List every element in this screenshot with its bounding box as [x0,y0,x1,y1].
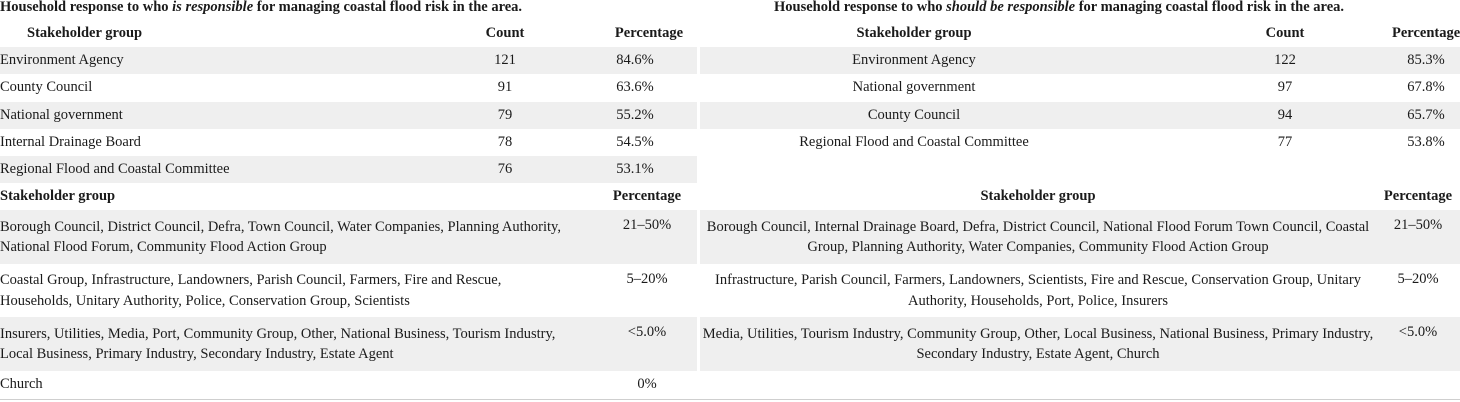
group-cell: County Council [700,101,1128,129]
table-row: Environment Agency 121 84.6% [0,47,697,75]
table-row: Regional Flood and Coastal Committee 76 … [0,156,697,184]
header-row: Stakeholder group Count Percentage [700,20,1460,47]
group-cell: Regional Flood and Coastal Committee [0,156,437,184]
percent-cell: 54.5% [616,134,654,151]
group-cell: Regional Flood and Coastal Committee [799,134,1029,151]
count-cell: 94 [1128,101,1392,129]
column-header: Stakeholder group [0,188,116,205]
right-panel: Household response to who should be resp… [700,0,1460,371]
count-cell: 91 [497,79,513,96]
table-row: Insurers, Utilities, Media, Port, Commun… [0,317,697,371]
group-cell: Borough Council, District Council, Defra… [0,210,597,264]
percent-cell: 63.6% [616,79,654,96]
group-cell: Infrastructure, Parish Council, Farmers,… [715,272,1361,309]
left-panel: Household response to who is responsible… [0,0,697,398]
percent-cell: 67.8% [1407,79,1445,96]
percent-cell: 84.6% [573,47,697,75]
table-row: Media, Utilities, Tourism Industry, Comm… [700,317,1460,371]
count-cell: 97 [1277,79,1293,96]
group-cell: County Council [0,79,93,96]
header-row: Stakeholder group Percentage [0,183,697,210]
table-row: Church 0% [0,371,697,398]
group-cell: National government [852,79,976,96]
group-cell: Environment Agency [0,47,437,75]
count-cell: 121 [437,47,573,75]
count-cell: 76 [437,156,573,184]
group-cell: Insurers, Utilities, Media, Port, Commun… [0,317,597,371]
percent-cell: 21–50% [1376,210,1460,264]
column-header: Count [1265,25,1305,41]
percent-cell: 55.2% [573,101,697,129]
table-row: Internal Drainage Board 78 54.5% [0,129,697,156]
column-header: Count [485,25,525,41]
group-cell: Church [0,375,43,392]
column-header: Stakeholder group [27,25,143,41]
percent-cell: 85.3% [1392,47,1460,75]
left-count-table: Stakeholder group Count Percentage Envir… [0,20,697,184]
left-table-title: Household response to who is responsible… [0,0,523,15]
count-cell: 78 [497,134,513,151]
table-row: Coastal Group, Infrastructure, Landowner… [0,264,697,318]
percent-cell: 5–20% [626,270,668,287]
percent-cell: <5.0% [597,317,697,371]
header-row: Stakeholder group Percentage [700,183,1460,210]
column-header: Percentage [1392,25,1460,41]
bottom-divider [0,399,1460,400]
group-cell: Borough Council, Internal Drainage Board… [700,210,1376,264]
table-row: Regional Flood and Coastal Committee 77 … [700,129,1460,156]
group-cell: Coastal Group, Infrastructure, Landowner… [0,272,502,309]
table-row: Borough Council, District Council, Defra… [0,210,697,264]
right-count-table: Stakeholder group Count Percentage Envir… [700,20,1460,183]
left-range-table: Stakeholder group Percentage Borough Cou… [0,183,697,398]
table-row: National government 79 55.2% [0,101,697,129]
column-header: Stakeholder group [980,188,1096,205]
column-header: Percentage [612,188,682,205]
percent-cell: 0% [637,375,657,392]
percent-cell: 65.7% [1392,101,1460,129]
table-row: County Council 94 65.7% [700,101,1460,129]
table-row: Borough Council, Internal Drainage Board… [700,210,1460,264]
count-cell: 77 [1277,134,1293,151]
percent-cell: 53.1% [573,156,697,184]
column-header: Stakeholder group [856,25,972,41]
table-row: Infrastructure, Parish Council, Farmers,… [700,264,1460,318]
percent-cell: <5.0% [1376,317,1460,371]
percent-cell: 53.8% [1407,134,1445,151]
spacer-row [700,156,1460,183]
table-row: Environment Agency 122 85.3% [700,47,1460,75]
count-cell: 79 [437,101,573,129]
group-cell: Internal Drainage Board [0,134,141,151]
percent-cell: 21–50% [597,210,697,264]
right-range-table: Stakeholder group Percentage Borough Cou… [700,183,1460,371]
table-row: National government 97 67.8% [700,74,1460,101]
header-row: Stakeholder group Count Percentage [0,20,697,47]
group-cell: Media, Utilities, Tourism Industry, Comm… [700,317,1376,371]
column-header: Percentage [614,25,684,41]
right-table-title: Household response to who should be resp… [774,0,1345,15]
group-cell: National government [0,101,437,129]
percent-cell: 5–20% [1397,270,1439,287]
column-header: Percentage [1383,188,1453,205]
count-cell: 122 [1128,47,1392,75]
group-cell: Environment Agency [700,47,1128,75]
table-row: County Council 91 63.6% [0,74,697,101]
